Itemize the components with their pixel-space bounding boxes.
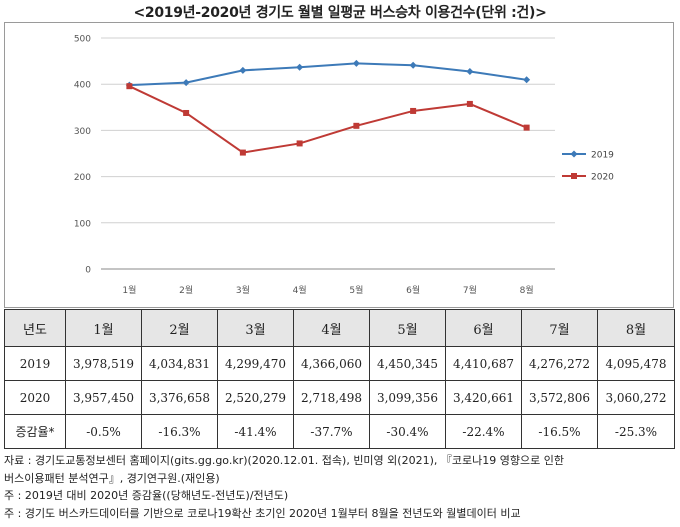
y-tick-label: 400 [74,81,91,91]
table-cell: -25.3% [597,414,675,449]
table-cell: 2,520,279 [217,380,294,415]
row-label: 2019 [4,346,66,381]
table-cell: 3,420,661 [445,380,522,415]
header-cell: 4월 [293,309,370,347]
table-cell: -16.3% [141,414,218,449]
series-line-2019 [129,62,527,87]
x-tick-label: 4월 [293,284,307,296]
line-chart: 0 100 200 300 400 500 1월 2월 3월 4월 5월 6월 7월 8월 2019 2020 [4,22,674,308]
table-row: 증감율* -0.5% -16.3% -41.4% -37.7% -30.4% -… [4,414,675,449]
y-tick-label: 300 [74,127,91,137]
table-cell: 3,099,356 [369,380,446,415]
header-cell: 1월 [65,309,142,347]
header-cell: 8월 [597,309,675,347]
data-point [183,109,190,116]
legend-marker [570,150,578,158]
header-cell: 6월 [445,309,522,347]
x-tick-label: 6월 [406,284,420,296]
data-point [466,100,473,107]
x-tick-label: 7월 [463,284,477,296]
table-cell: 3,978,519 [65,346,142,381]
header-cell: 3월 [217,309,294,347]
chart-svg: 0 100 200 300 400 500 1월 2월 3월 4월 5월 6월 7월 8월 2019 2020 [74,35,614,297]
data-point [239,66,247,74]
table-cell: 3,957,450 [65,380,142,415]
header-cell: 2월 [141,309,218,347]
table-cell: 3,060,272 [597,380,675,415]
data-point [239,149,246,156]
table-cell: 4,034,831 [141,346,218,381]
note-line: 주 : 경기도 버스카드데이터를 기반으로 코로나19확산 초기인 2020년 … [4,506,521,520]
data-point [126,83,133,90]
x-tick-label: 3월 [236,284,250,296]
y-tick-label: 500 [74,35,91,45]
y-tick-label: 200 [74,173,91,183]
table-header-row: 년도 1월 2월 3월 4월 5월 6월 7월 8월 [4,309,675,347]
x-tick-label: 8월 [520,284,534,296]
data-point [352,59,360,67]
x-tick-label: 5월 [349,284,363,296]
table-cell: 4,276,272 [521,346,598,381]
header-cell: 5월 [369,309,446,347]
table-cell: 4,366,060 [293,346,370,381]
table-cell: 4,450,345 [369,346,446,381]
table-cell: -37.7% [293,414,370,449]
row-label: 증감율* [4,414,66,449]
data-point [409,61,417,69]
data-point [353,122,360,129]
table-cell: 4,410,687 [445,346,522,381]
header-cell: 7월 [521,309,598,347]
series-line-2020 [128,85,528,154]
table-cell: 4,299,470 [217,346,294,381]
table-cell: -16.5% [521,414,598,449]
table-cell: -22.4% [445,414,522,449]
y-tick-label: 0 [85,266,91,276]
legend-label: 2020 [591,173,614,183]
data-point [410,107,417,114]
table-cell: 3,572,806 [521,380,598,415]
legend-label: 2019 [591,151,614,161]
row-label: 2020 [4,380,66,415]
x-tick-label: 2월 [179,284,193,296]
data-point [296,63,304,71]
data-point [523,124,530,131]
header-cell-year: 년도 [4,309,66,347]
table-row: 2019 3,978,519 4,034,831 4,299,470 4,366… [4,346,675,381]
page-title: <2019년-2020년 경기도 월별 일평균 버스승차 이용건수(단위 :건)… [133,5,547,21]
table-cell: 2,718,498 [293,380,370,415]
y-tick-label: 100 [74,219,91,229]
table-cell: 4,095,478 [597,346,675,381]
data-point [182,79,190,87]
data-point [523,76,531,84]
table-cell: 3,376,658 [141,380,218,415]
note-line: 버스이용패턴 분석연구』, 경기연구원.(재인용) [4,471,220,485]
table-cell: -41.4% [217,414,294,449]
legend-marker [571,173,577,179]
data-point [296,140,303,147]
table-cell: -30.4% [369,414,446,449]
table-cell: -0.5% [65,414,142,449]
data-table: 년도 1월 2월 3월 4월 5월 6월 7월 8월 2019 3,978,51… [4,309,675,449]
note-line: 주 : 2019년 대비 2020년 증감율((당해년도-전년도)/전년도) [4,489,289,502]
table-row: 2020 3,957,450 3,376,658 2,520,279 2,718… [4,380,675,415]
note-line: 자료 : 경기도교통정보센터 홈페이지(gits.gg.go.kr)(2020.… [4,454,564,467]
data-point [466,67,474,75]
x-tick-label: 1월 [122,284,136,296]
source-notes: 자료 : 경기도교통정보센터 홈페이지(gits.gg.go.kr)(2020.… [4,452,680,522]
